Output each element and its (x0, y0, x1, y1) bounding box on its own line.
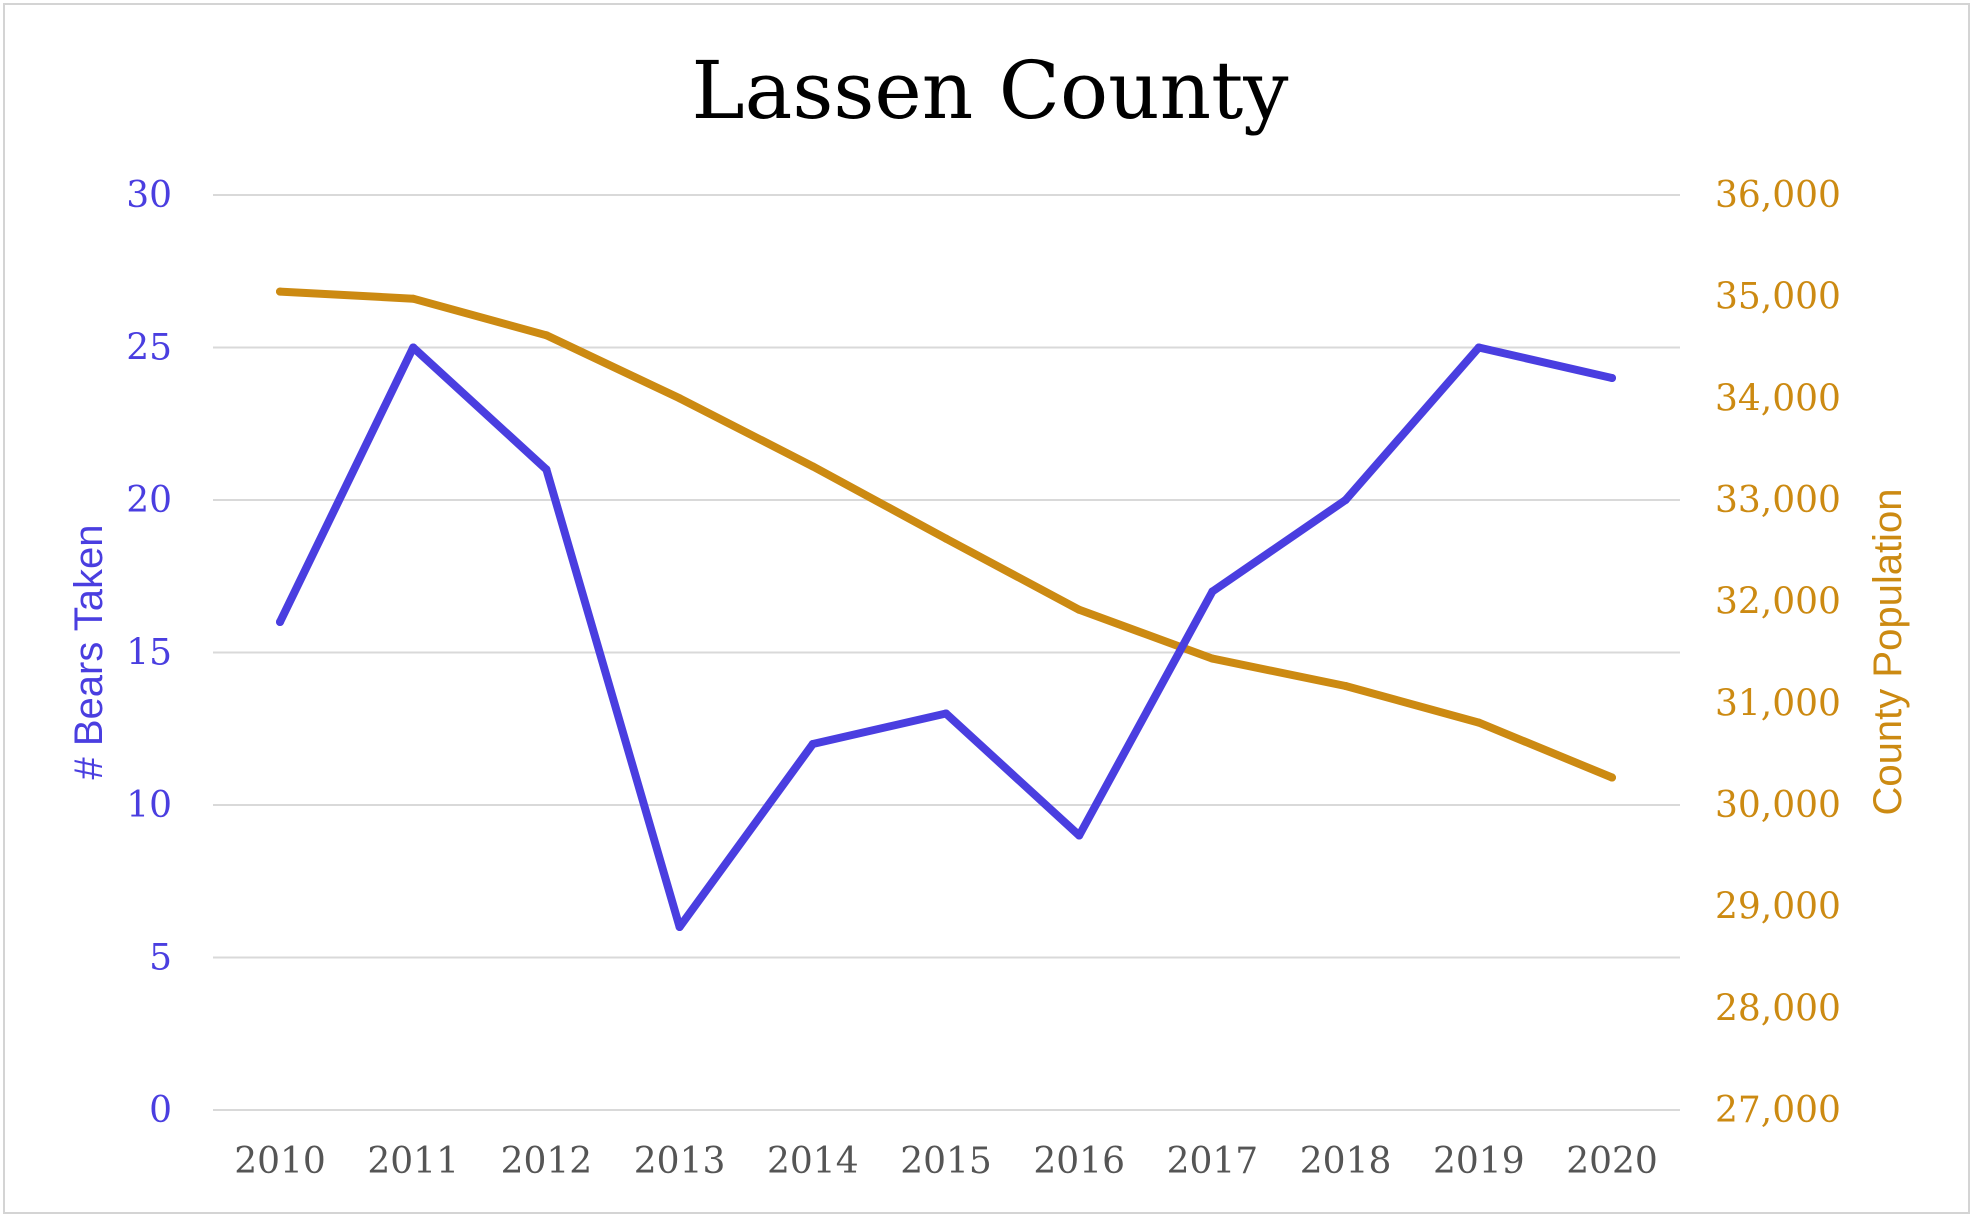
right-axis-label: County Population (1866, 489, 1910, 816)
x-tick-label: 2015 (900, 1141, 992, 1182)
population-point (1341, 682, 1350, 691)
population-point (409, 294, 418, 303)
bears-taken-point (942, 709, 950, 718)
chart-title: Lassen County (692, 44, 1289, 137)
bears-taken-point (409, 343, 418, 352)
x-tick-label: 2017 (1167, 1141, 1259, 1182)
population-point (1208, 654, 1217, 663)
population-point (1075, 605, 1084, 614)
right-tick-label: 29,000 (1715, 887, 1841, 928)
x-tick-label: 2013 (634, 1141, 726, 1182)
right-tick-label: 36,000 (1715, 175, 1841, 216)
x-tick-label: 2016 (1033, 1141, 1125, 1182)
population-point (1608, 773, 1616, 782)
left-tick-label: 15 (126, 633, 172, 674)
x-tick-label: 2011 (367, 1141, 459, 1182)
bears-taken-point (1208, 587, 1217, 596)
bears-taken-point (1608, 374, 1616, 382)
bears-taken-point (808, 740, 817, 748)
left-tick-label: 25 (126, 328, 172, 369)
bears-taken-point (1341, 496, 1350, 504)
population-point (542, 331, 551, 340)
x-tick-label: 2019 (1433, 1141, 1525, 1182)
population-line (276, 287, 1616, 782)
left-tick-label: 20 (126, 480, 172, 521)
right-tick-label: 28,000 (1715, 988, 1841, 1029)
bears-taken-line (276, 343, 1616, 931)
gridlines (213, 194, 1680, 1111)
left-axis-label: # Bears Taken (67, 525, 111, 780)
population-point (1474, 718, 1483, 727)
population-point (276, 287, 284, 296)
right-tick-label: 30,000 (1715, 785, 1841, 826)
bears-taken-point (276, 618, 284, 626)
left-tick-label: 10 (126, 785, 172, 826)
x-tick-label: 2012 (501, 1141, 593, 1182)
left-axis-ticks: 0 5 10 15 20 25 30 (126, 175, 172, 1131)
right-tick-label: 34,000 (1715, 378, 1841, 419)
x-axis-ticks: 2010 2011 2012 2013 2014 2015 2016 2017 2018 2019… (234, 1141, 1658, 1182)
bears-taken-point (1075, 831, 1084, 840)
left-tick-label: 5 (149, 938, 172, 979)
left-tick-label: 0 (149, 1090, 172, 1131)
series-layer (276, 287, 1616, 931)
right-tick-label: 33,000 (1715, 480, 1841, 521)
population-point (808, 462, 817, 471)
population-point (675, 394, 684, 403)
population-point (942, 534, 950, 543)
right-tick-label: 31,000 (1715, 683, 1841, 724)
bears-taken-point (542, 465, 551, 474)
x-tick-label: 2014 (767, 1141, 859, 1182)
chart-frame (3, 3, 1970, 1214)
right-tick-label: 32,000 (1715, 582, 1841, 623)
right-axis-ticks: 27,000 28,000 29,000 30,000 31,000 32,000 33,0… (1715, 175, 1841, 1131)
bears-taken-point (675, 923, 684, 931)
right-tick-label: 35,000 (1715, 277, 1841, 318)
x-tick-label: 2018 (1300, 1141, 1392, 1182)
x-tick-label: 2010 (234, 1141, 326, 1182)
right-tick-label: 27,000 (1715, 1090, 1841, 1131)
bears-taken-point (1474, 343, 1483, 352)
left-tick-label: 30 (126, 175, 172, 216)
x-tick-label: 2020 (1566, 1141, 1658, 1182)
